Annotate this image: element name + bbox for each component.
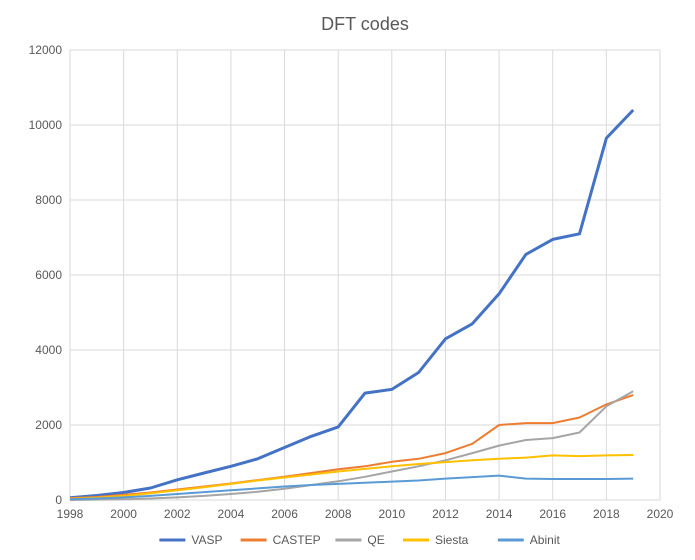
y-tick-label: 4000 bbox=[35, 343, 62, 357]
y-tick-label: 0 bbox=[55, 493, 62, 507]
x-tick-label: 2008 bbox=[325, 507, 352, 521]
legend-label-siesta: Siesta bbox=[435, 533, 469, 547]
y-tick-label: 12000 bbox=[29, 43, 63, 57]
line-chart: DFT codes 1998 2000 2002 2004 2006 2008 2010 201… bbox=[0, 0, 695, 560]
y-tick-label: 6000 bbox=[35, 268, 62, 282]
x-tick-label: 2018 bbox=[593, 507, 620, 521]
chart-title: DFT codes bbox=[321, 14, 409, 34]
y-tick-label: 8000 bbox=[35, 193, 62, 207]
x-tick-label: 2014 bbox=[486, 507, 513, 521]
legend-label-qe: QE bbox=[367, 533, 384, 547]
y-tick-label: 10000 bbox=[29, 118, 63, 132]
x-tick-label: 1998 bbox=[57, 507, 84, 521]
chart-bg bbox=[0, 0, 695, 560]
legend-label-vasp: VASP bbox=[191, 533, 222, 547]
legend-label-abinit: Abinit bbox=[530, 533, 561, 547]
chart-container: DFT codes 1998 2000 2002 2004 2006 2008 2010 201… bbox=[0, 0, 695, 560]
legend-label-castep: CASTEP bbox=[273, 533, 321, 547]
x-tick-label: 2004 bbox=[218, 507, 245, 521]
y-tick-label: 2000 bbox=[35, 418, 62, 432]
x-tick-label: 2012 bbox=[432, 507, 459, 521]
x-tick-label: 2010 bbox=[378, 507, 405, 521]
x-tick-label: 2002 bbox=[164, 507, 191, 521]
x-tick-label: 2016 bbox=[539, 507, 566, 521]
x-tick-label: 2020 bbox=[647, 507, 674, 521]
x-tick-label: 2000 bbox=[110, 507, 137, 521]
x-tick-label: 2006 bbox=[271, 507, 298, 521]
